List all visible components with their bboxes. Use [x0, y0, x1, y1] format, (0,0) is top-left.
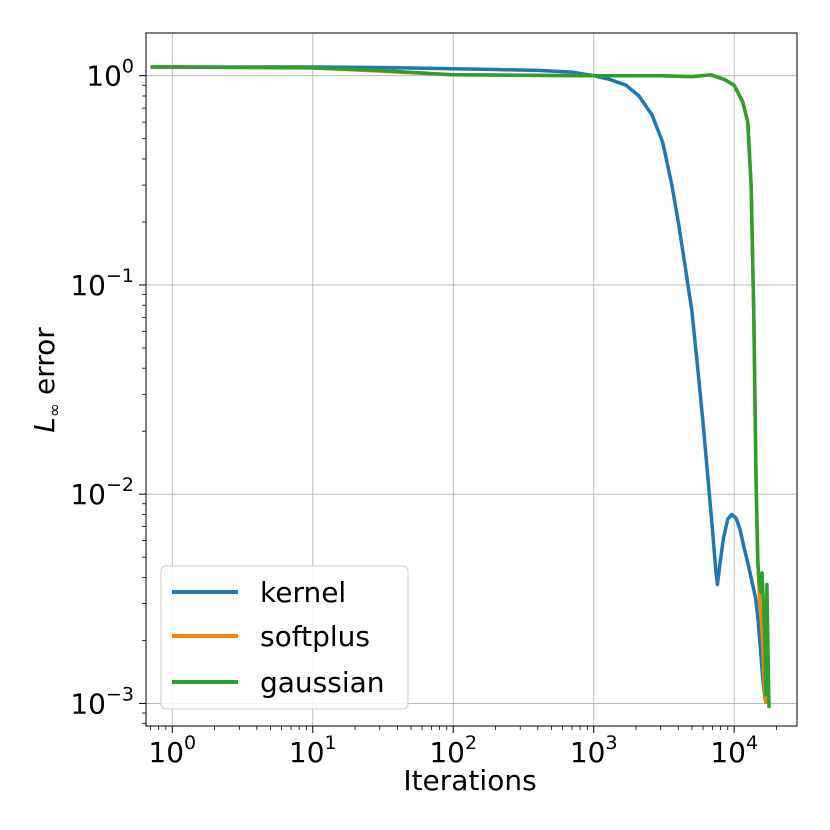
series-line-gaussian: [150, 65, 771, 709]
x-tick-label: 102: [429, 732, 477, 769]
legend-label-kernel: kernel: [260, 576, 346, 609]
x-tick-label: 100: [148, 732, 196, 769]
axis-ticks: 100 101 102 103 104 100 10−1 10−2 10−3: [70, 56, 777, 769]
series-lines: [150, 65, 771, 709]
y-tick-label: 10−1: [70, 265, 134, 302]
legend-box: [160, 565, 409, 710]
y-axis-label-symbol: L: [28, 417, 61, 433]
y-axis-label: L∞ error: [28, 327, 65, 433]
series-line-kernel: [150, 65, 769, 705]
x-tick-label: 103: [570, 732, 618, 769]
legend-label-softplus: softplus: [260, 620, 370, 653]
legend: kernel softplus gaussian: [160, 565, 409, 710]
y-tick-label: 100: [86, 56, 134, 93]
svg-text:L∞error: L∞ error: [28, 327, 65, 433]
plot-frame: [145, 32, 798, 727]
y-axis-label-subscript: ∞: [45, 403, 65, 417]
x-tick-label: 101: [289, 732, 337, 769]
y-tick-label: 10−2: [70, 474, 134, 511]
y-axis-label-text: error: [28, 327, 61, 395]
legend-label-gaussian: gaussian: [260, 666, 385, 699]
x-axis-label: Iterations: [403, 764, 536, 797]
x-tick-label: 104: [710, 732, 758, 769]
y-tick-label: 10−3: [70, 683, 134, 720]
